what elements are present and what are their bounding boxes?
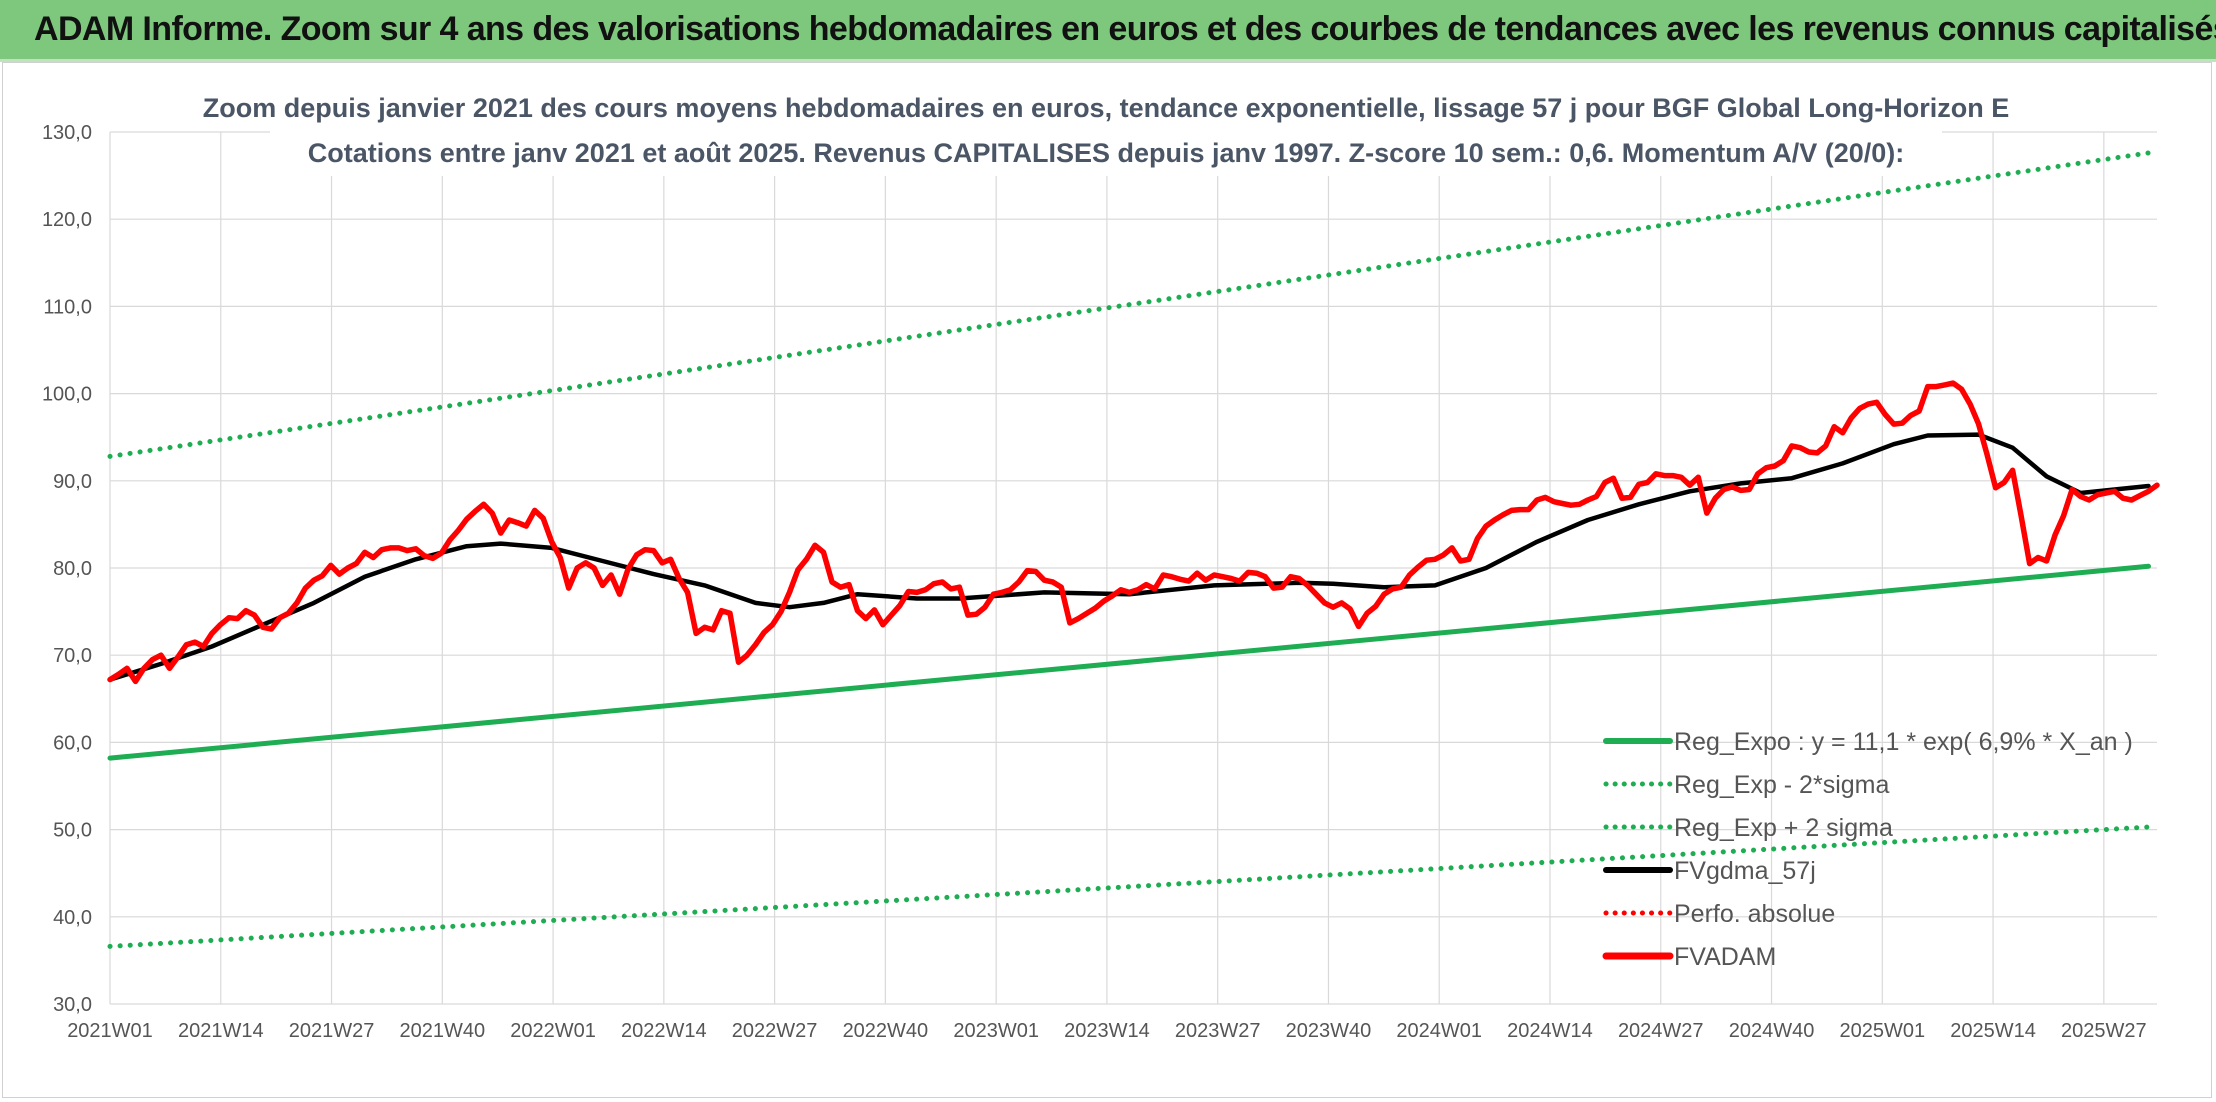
x-tick-label: 2022W01 (510, 1020, 596, 1042)
x-tick-label: 2021W40 (399, 1020, 485, 1042)
x-tick-label: 2023W40 (1286, 1020, 1372, 1042)
chart-subtitle: Cotations entre janv 2021 et août 2025. … (308, 138, 1905, 168)
x-tick-label: 2021W14 (178, 1020, 264, 1042)
y-axis-tick-labels: 30,0 40,0 50,0 60,0 70,0 80,0 90,0 100,0 110,0 12… (42, 122, 92, 1016)
y-tick-label: 90,0 (53, 471, 92, 493)
series-line-0 (107, 563, 2151, 761)
series-line-1 (107, 824, 2151, 949)
x-tick-label: 2024W01 (1396, 1020, 1482, 1042)
horizontal-gridlines (110, 131, 2157, 1005)
legend-label-2: Reg_Exp + 2 sigma (1674, 814, 1893, 842)
legend-label-4: Perfo. absolue (1674, 900, 1835, 928)
series-line-5 (107, 380, 2160, 685)
vertical-gridlines (109, 132, 2105, 1004)
legend-label-3: FVgdma_57j (1674, 857, 1816, 885)
report-title: ADAM Informe. Zoom sur 4 ans des valoris… (34, 10, 2216, 48)
y-tick-label: 130,0 (42, 122, 92, 144)
y-tick-label: 60,0 (53, 732, 92, 754)
x-axis-tick-labels: 2021W01 2021W14 2021W27 2021W40 2022W01 2022W… (67, 1020, 2146, 1042)
chart-frame (2, 62, 2212, 1098)
x-tick-label: 2023W27 (1175, 1020, 1261, 1042)
y-tick-label: 80,0 (53, 558, 92, 580)
y-tick-label: 110,0 (43, 296, 92, 318)
x-tick-label: 2021W01 (67, 1020, 153, 1042)
x-tick-label: 2021W27 (289, 1020, 375, 1042)
x-tick-label: 2025W14 (1950, 1020, 2036, 1042)
series-layer (107, 150, 2160, 949)
x-tick-label: 2023W14 (1064, 1020, 1150, 1042)
x-tick-label: 2025W27 (2061, 1020, 2147, 1042)
series-line-2 (107, 150, 2151, 459)
y-tick-label: 70,0 (53, 645, 92, 667)
y-tick-label: 40,0 (53, 907, 92, 929)
legend-label-1: Reg_Exp - 2*sigma (1674, 771, 1889, 799)
title-background (270, 82, 1942, 176)
x-tick-label: 2025W01 (1839, 1020, 1925, 1042)
x-tick-label: 2023W01 (953, 1020, 1039, 1042)
x-tick-label: 2022W27 (732, 1020, 818, 1042)
y-tick-label: 30,0 (53, 994, 92, 1016)
header-banner: ADAM Informe. Zoom sur 4 ans des valoris… (0, 0, 2216, 62)
series-line-3 (107, 432, 2151, 682)
x-tick-label: 2022W40 (843, 1020, 929, 1042)
x-tick-label: 2024W14 (1507, 1020, 1593, 1042)
y-tick-label: 120,0 (42, 209, 92, 231)
y-tick-label: 100,0 (42, 384, 92, 406)
x-tick-label: 2022W14 (621, 1020, 707, 1042)
x-tick-label: 2024W40 (1729, 1020, 1815, 1042)
legend: Reg_Expo : y = 11,1 * exp( 6,9% * X_an )… (1602, 728, 2133, 971)
y-tick-label: 50,0 (53, 820, 92, 842)
legend-label-5: FVADAM (1674, 943, 1776, 971)
x-tick-label: 2024W27 (1618, 1020, 1704, 1042)
legend-label-0: Reg_Expo : y = 11,1 * exp( 6,9% * X_an ) (1674, 728, 2133, 756)
chart-title: Zoom depuis janvier 2021 des cours moyen… (203, 93, 2009, 123)
